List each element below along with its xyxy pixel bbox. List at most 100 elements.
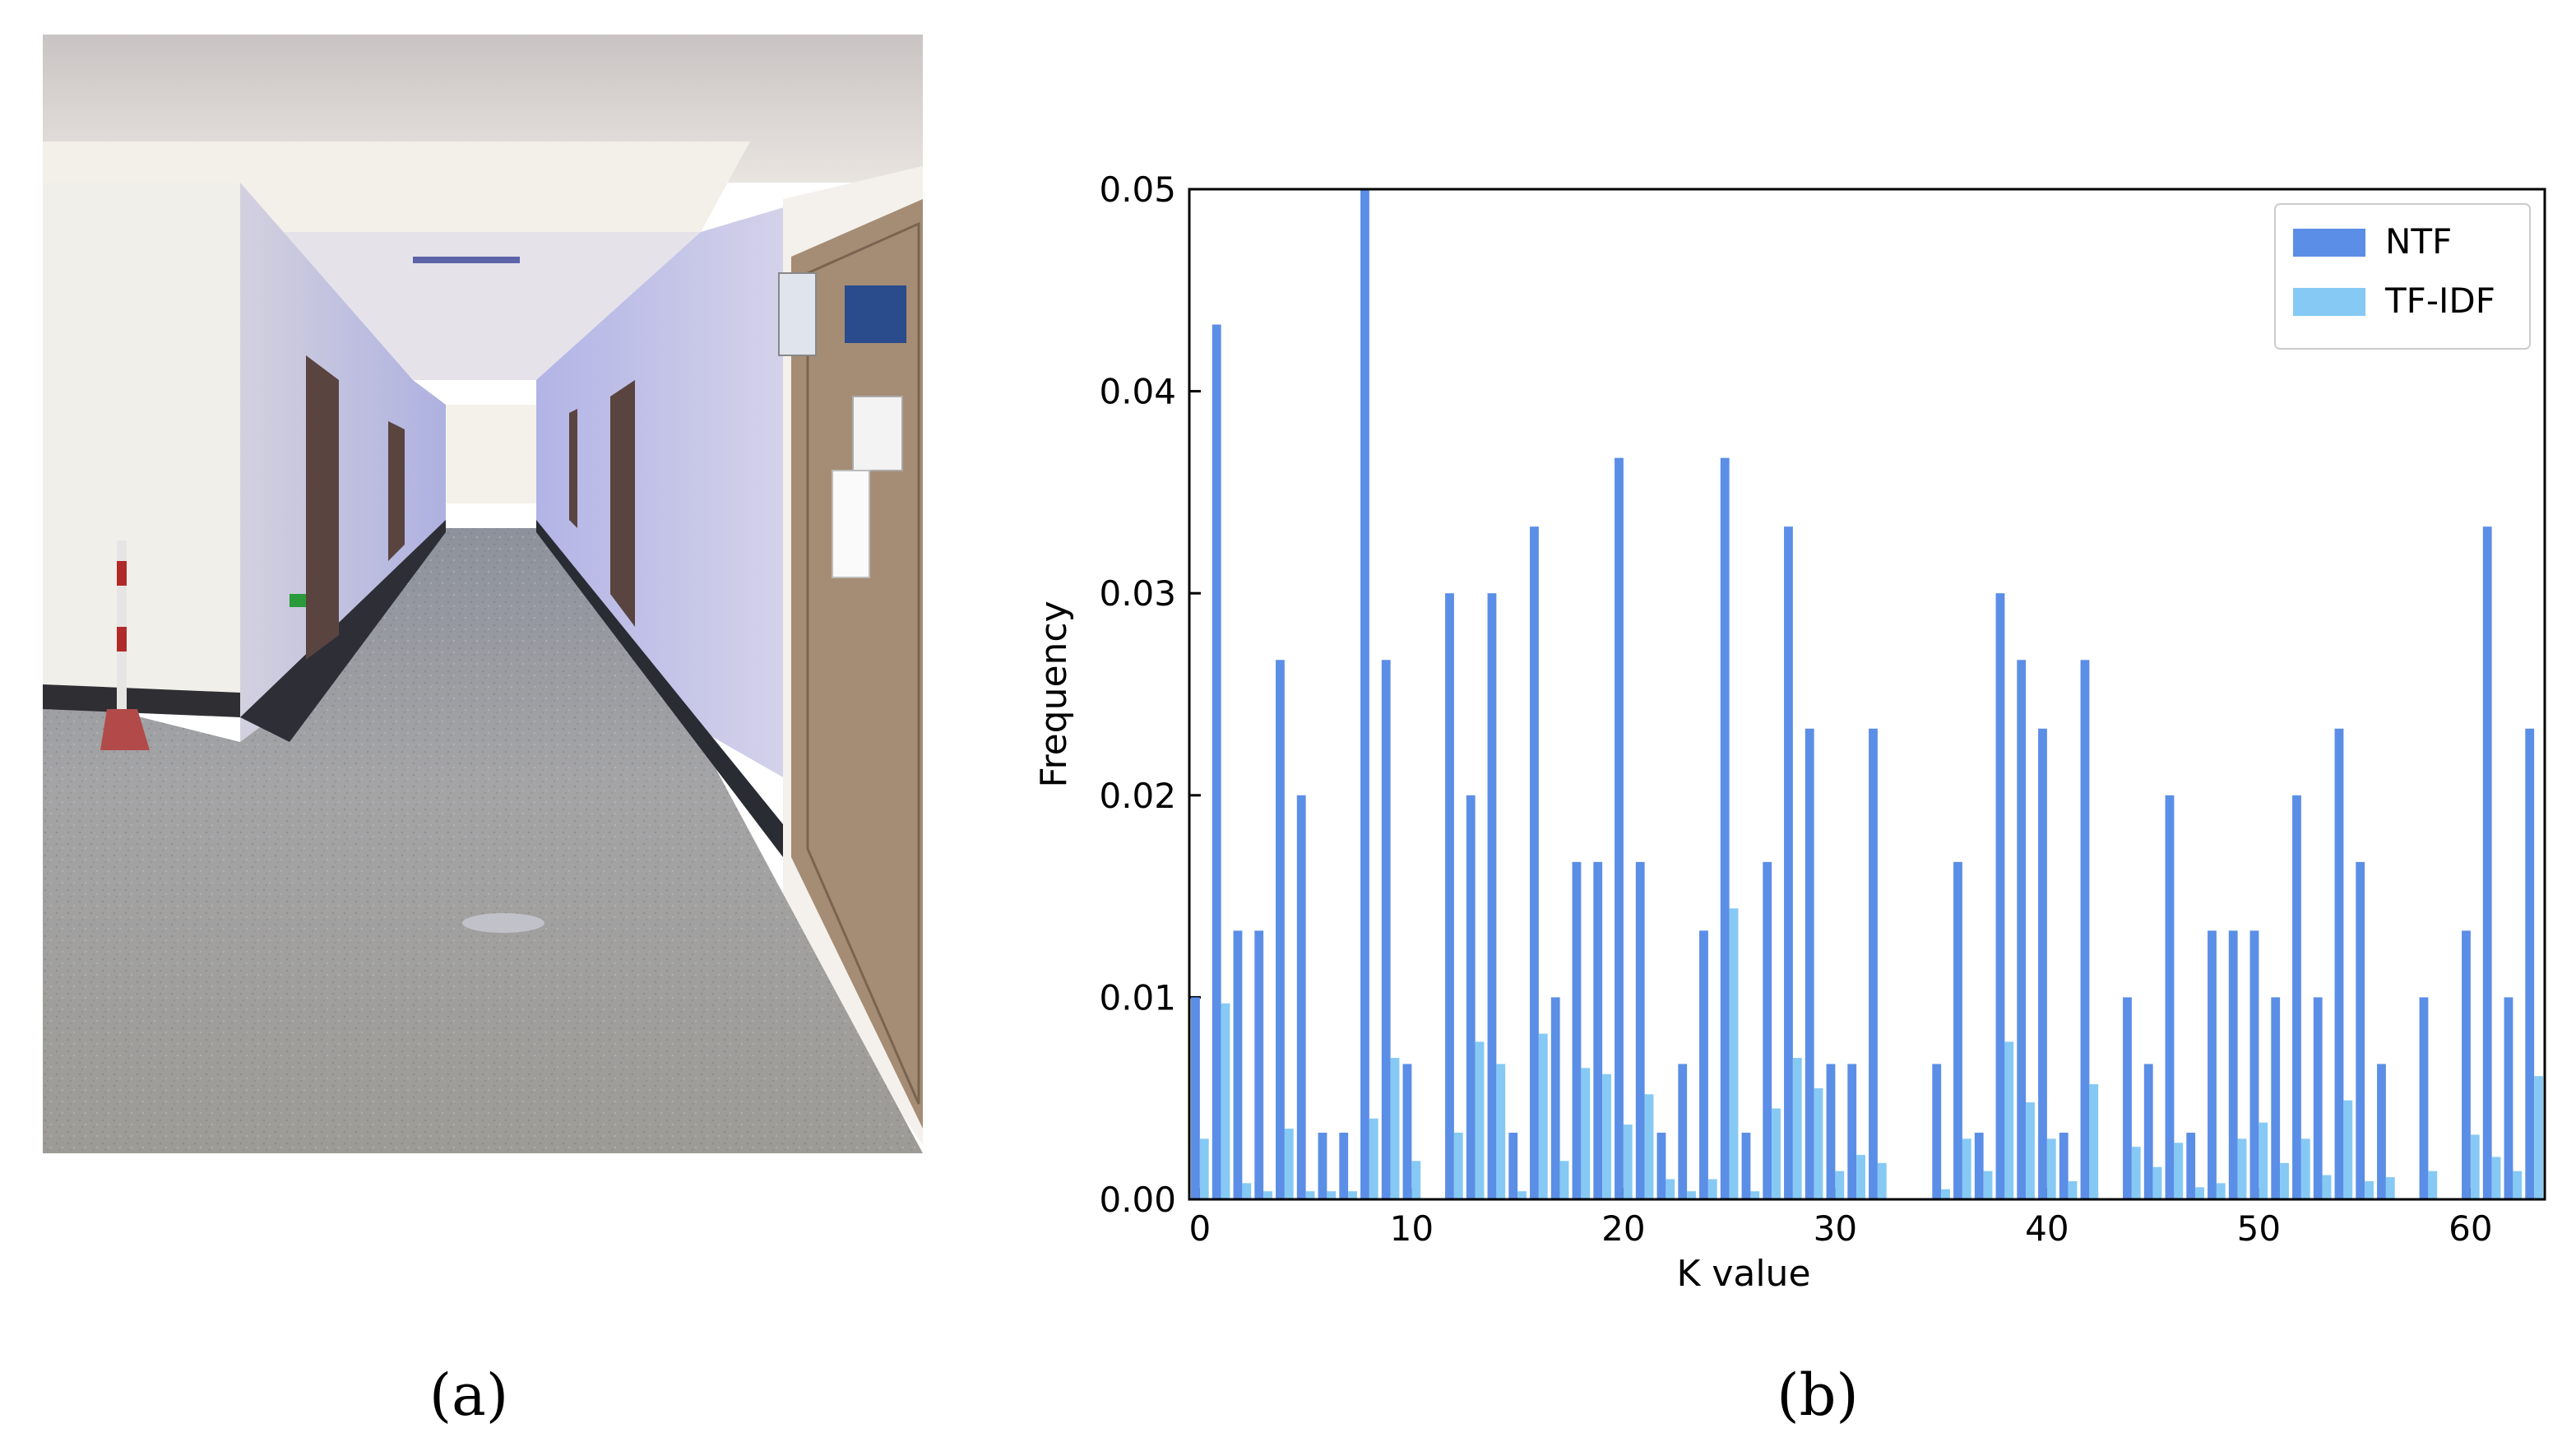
tfidf-bar	[2259, 1122, 2268, 1199]
tfidf-bar	[2322, 1175, 2332, 1199]
tfidf-bar	[1581, 1068, 1591, 1199]
ntf-bar	[1445, 593, 1454, 1199]
chart-canvas: 0.00 0.01 0.02 0.03 0.04 0.05 0 10 20 30 40 50 60 F…	[1033, 169, 2546, 1295]
tfidf-bar	[1856, 1154, 1865, 1199]
tfidf-bar	[2089, 1084, 2099, 1199]
tfidf-series	[1199, 908, 2543, 1199]
tfidf-bar	[2428, 1171, 2438, 1199]
tfidf-bar	[1390, 1058, 1400, 1199]
ntf-bar	[1318, 1132, 1327, 1199]
tfidf-bar	[1941, 1189, 1950, 1199]
tfidf-bar	[1221, 1003, 1230, 1199]
ntf-bar	[1995, 593, 2005, 1199]
tfidf-bar	[1284, 1129, 1294, 1199]
ntf-bar	[2249, 930, 2259, 1199]
legend-swatch-ntf	[2293, 229, 2365, 257]
tfidf-bar	[1369, 1118, 1378, 1199]
ntf-bar	[2038, 728, 2047, 1199]
ntf-bar	[2313, 997, 2323, 1199]
tfidf-bar	[2004, 1041, 2014, 1199]
ntf-bar	[2228, 930, 2238, 1199]
ntf-bar	[2356, 861, 2365, 1199]
frequency-bar-chart: 0.00 0.01 0.02 0.03 0.04 0.05 0 10 20 30 40 50 60 F…	[987, 156, 2576, 1316]
tfidf-bar	[1707, 1179, 1717, 1199]
ntf-bar	[1805, 728, 1814, 1199]
tfidf-bar	[2152, 1166, 2162, 1199]
x-tick-label: 20	[1601, 1208, 1645, 1249]
ntf-bar	[2143, 1064, 2153, 1199]
tfidf-bar	[1772, 1108, 1781, 1199]
ntf-bar	[1699, 930, 1708, 1199]
ntf-bar	[1678, 1064, 1688, 1199]
tfidf-bar	[1666, 1179, 1675, 1199]
tfidf-bar	[2300, 1138, 2310, 1199]
ntf-bar	[2482, 526, 2492, 1199]
ntf-bar	[2123, 997, 2132, 1199]
x-axis-title: K value	[1676, 1253, 1810, 1295]
x-tick-label: 10	[1390, 1208, 1434, 1249]
y-tick-label: 0.01	[1099, 977, 1176, 1018]
tfidf-bar	[1538, 1033, 1548, 1199]
ntf-bar	[1741, 1132, 1751, 1199]
tfidf-bar	[2046, 1138, 2056, 1199]
tfidf-bar	[2068, 1180, 2078, 1199]
ntf-bar	[1847, 1064, 1857, 1199]
x-axis-ticks: 0 10 20 30 40 50 60	[1189, 1188, 2493, 1249]
ntf-bar	[2059, 1132, 2069, 1199]
ntf-bar	[2165, 795, 2175, 1199]
ntf-bar	[1656, 1132, 1666, 1199]
ntf-bar	[1572, 861, 1582, 1199]
tfidf-bar	[1962, 1138, 1971, 1199]
x-tick-label: 40	[2025, 1208, 2069, 1249]
tfidf-bar	[2534, 1076, 2543, 1199]
tfidf-bar	[2131, 1147, 2141, 1199]
ntf-bar	[2080, 660, 2090, 1199]
ntf-bar	[1233, 930, 1243, 1199]
ntf-bar	[1212, 324, 1221, 1199]
tfidf-bar	[2237, 1138, 2247, 1199]
tfidf-bar	[1453, 1132, 1463, 1199]
ntf-bar	[1869, 728, 1878, 1199]
ntf-bar	[1974, 1132, 1984, 1199]
ntf-bar	[1720, 457, 1730, 1199]
ntf-bar	[1254, 930, 1264, 1199]
ntf-bar	[1763, 861, 1772, 1199]
tfidf-bar	[1517, 1191, 1527, 1199]
ntf-bar	[1530, 526, 1539, 1199]
ntf-series	[1191, 189, 2535, 1199]
tfidf-bar	[1559, 1161, 1569, 1199]
tfidf-bar	[1877, 1162, 1887, 1199]
y-tick-label: 0.04	[1099, 372, 1176, 412]
ntf-bar	[1635, 861, 1645, 1199]
ntf-bar	[2334, 728, 2344, 1199]
y-tick-label: 0.00	[1099, 1180, 1176, 1220]
tfidf-bar	[2470, 1134, 2480, 1199]
tfidf-bar	[1814, 1087, 1823, 1199]
ntf-bar	[1360, 189, 1369, 1199]
x-tick-label: 0	[1189, 1208, 1212, 1249]
tfidf-bar	[1792, 1058, 1802, 1199]
tfidf-bar	[1835, 1171, 1845, 1199]
tfidf-bar	[2174, 1143, 2184, 1199]
y-axis-ticks: 0.00 0.01 0.02 0.03 0.04 0.05	[1099, 169, 1201, 1220]
ntf-bar	[2271, 997, 2281, 1199]
tfidf-bar	[2385, 1176, 2395, 1199]
legend-label-tfidf: TF-IDF	[2384, 281, 2495, 321]
ntf-bar	[1953, 861, 1962, 1199]
ntf-bar	[1593, 861, 1603, 1199]
ntf-bar	[2377, 1064, 2386, 1199]
tfidf-bar	[2513, 1171, 2523, 1199]
x-tick-label: 30	[1814, 1208, 1857, 1249]
ntf-bar	[1826, 1064, 1836, 1199]
tfidf-bar	[2343, 1100, 2353, 1199]
panel-label-a: (a)	[429, 1361, 509, 1429]
tfidf-bar	[1305, 1191, 1315, 1199]
ntf-bar	[1487, 593, 1497, 1199]
ntf-bar	[2017, 660, 2027, 1199]
tfidf-bar	[1242, 1183, 1252, 1199]
tfidf-bar	[1644, 1094, 1654, 1199]
x-tick-label: 50	[2237, 1208, 2281, 1249]
tfidf-bar	[1475, 1041, 1485, 1199]
tfidf-bar	[1729, 908, 1739, 1199]
ntf-bar	[2504, 997, 2513, 1199]
